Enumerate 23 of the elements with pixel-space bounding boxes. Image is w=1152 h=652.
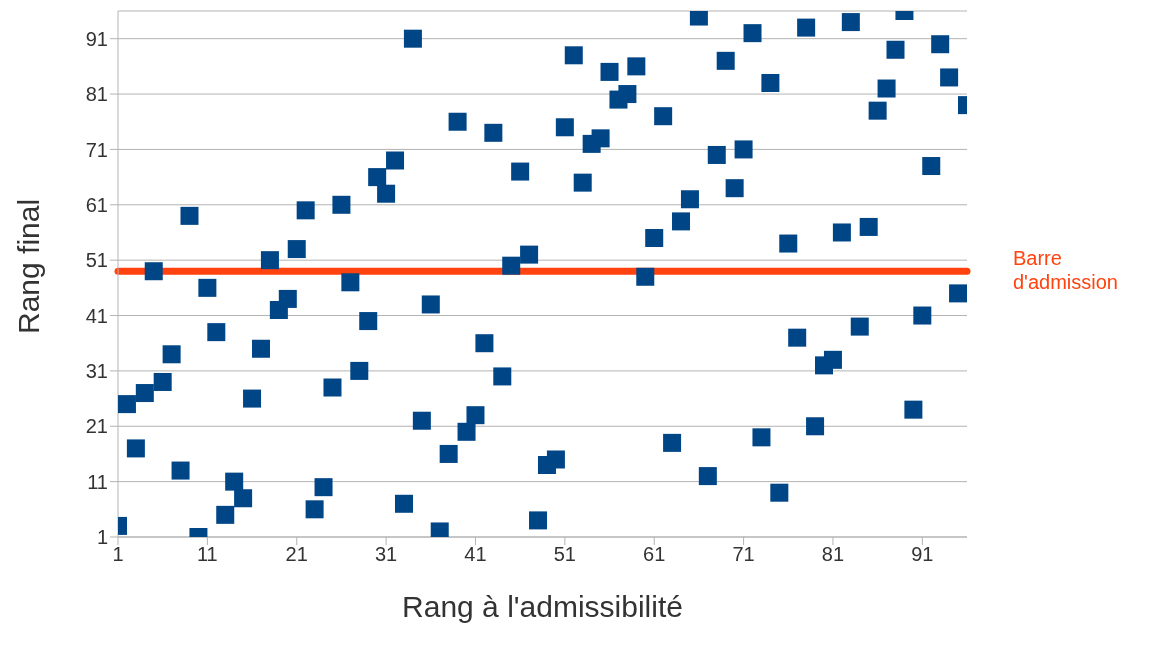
x-tick-label: 61: [643, 543, 666, 566]
x-axis-title: Rang à l'admissibilité: [402, 590, 683, 623]
y-axis-title: Rang final: [11, 198, 45, 334]
x-tick-label: 31: [374, 543, 398, 566]
x-tick-label: 51: [553, 543, 576, 566]
x-tick-label: 11: [196, 543, 218, 566]
x-tick-label: 71: [732, 543, 755, 566]
x-tick-label: 1: [112, 543, 124, 566]
y-tick-label: 41: [85, 304, 108, 327]
x-tick-label: 91: [911, 543, 934, 566]
y-tick-label: 31: [85, 359, 108, 382]
y-tick-label: 61: [85, 193, 108, 216]
y-tick-label: 11: [87, 470, 108, 493]
y-tick-label: 91: [85, 27, 108, 50]
y-tick-label: 51: [85, 249, 108, 272]
y-tick-label: 21: [85, 415, 108, 438]
ref-line-label: Barre d'admission: [1013, 247, 1118, 294]
y-tick-label: 71: [85, 138, 108, 161]
y-tick-label: 1: [96, 526, 108, 549]
x-tick-label: 41: [464, 543, 487, 566]
x-tick-label: 21: [285, 543, 308, 566]
y-tick-label: 81: [85, 83, 108, 106]
x-tick-label: 81: [821, 543, 845, 566]
